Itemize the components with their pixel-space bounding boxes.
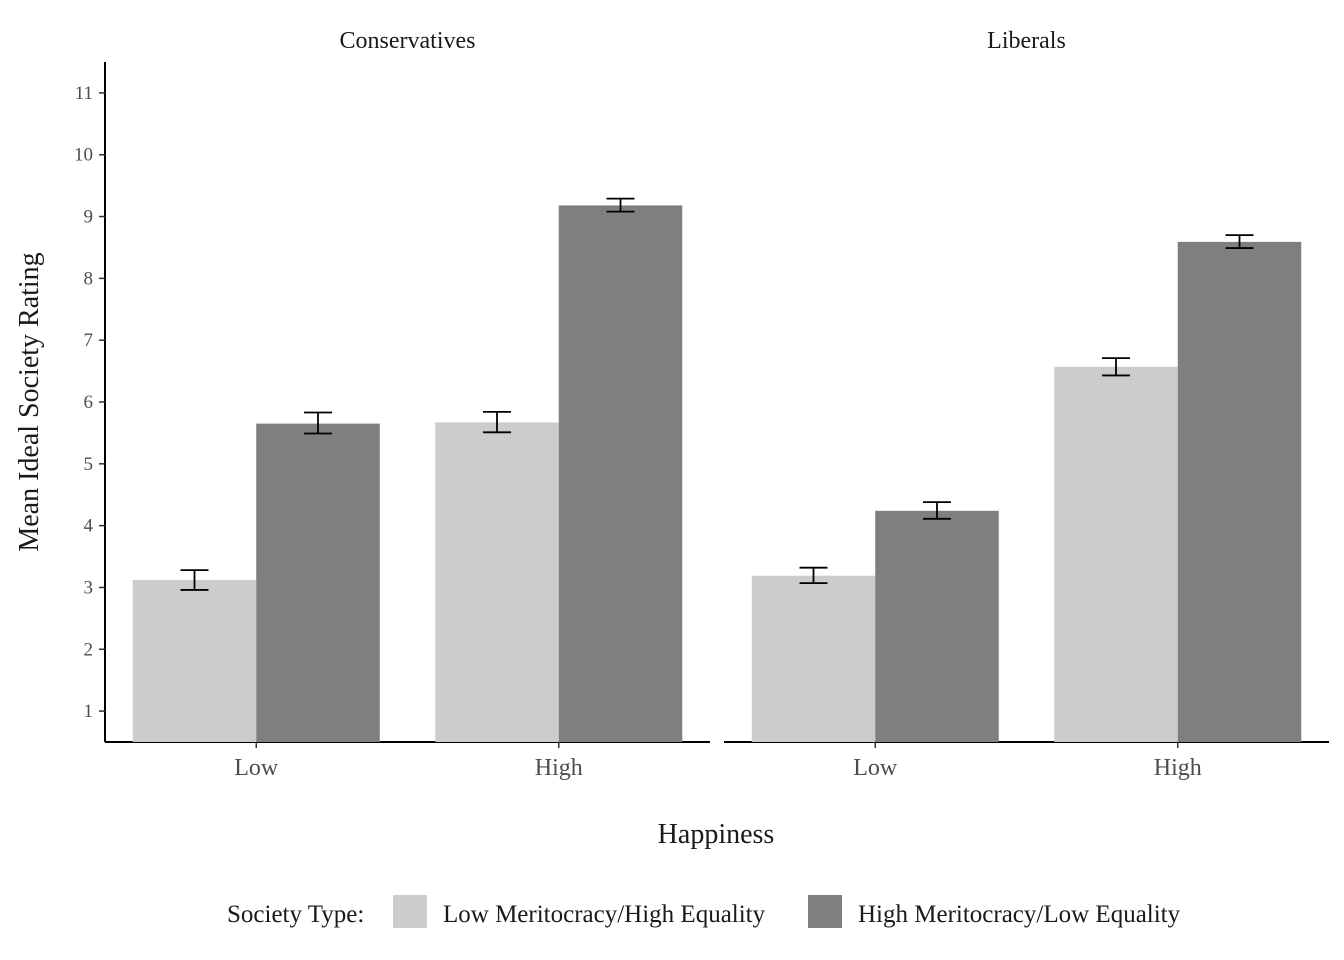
error-bar (180, 569, 209, 591)
x-tick-label: High (535, 755, 583, 781)
bar (751, 575, 876, 742)
x-axis-title: Happiness (658, 819, 775, 850)
y-tick-label: 10 (74, 145, 93, 166)
y-axis-title: Mean Ideal Society Rating (14, 252, 45, 551)
y-tick-label: 6 (84, 392, 94, 413)
error-bar (923, 501, 951, 520)
y-tick-label: 2 (84, 639, 94, 660)
y-tick-label: 3 (84, 577, 94, 598)
bar (558, 205, 683, 742)
legend-label-high-meritocracy: High Meritocracy/Low Equality (858, 901, 1181, 928)
x-tick-label: High (1154, 755, 1202, 781)
legend-swatch-low-meritocracy (393, 895, 427, 928)
error-bar (606, 197, 635, 213)
y-tick-label: 5 (84, 454, 94, 475)
bar (1177, 241, 1302, 742)
panel-liberals: Liberals Low High (724, 28, 1329, 781)
panel-title: Liberals (987, 28, 1066, 54)
legend-label-low-meritocracy: Low Meritocracy/High Equality (443, 901, 766, 928)
legend: Society Type: Low Meritocracy/High Equal… (227, 895, 1181, 928)
x-tick-label: Low (853, 755, 898, 781)
error-bar (483, 410, 511, 434)
y-tick-label: 8 (84, 268, 94, 289)
panel-conservatives: Conservatives 1 2 3 4 5 6 7 8 9 10 11 Low High (74, 28, 710, 781)
bar (132, 580, 257, 742)
error-bar (799, 566, 828, 585)
bar (256, 423, 380, 742)
bar (875, 510, 999, 742)
bar (1054, 366, 1178, 742)
x-tick-label: Low (234, 755, 279, 781)
y-tick-label: 7 (84, 330, 94, 351)
error-bar (1225, 234, 1254, 249)
y-tick-label: 9 (84, 207, 94, 228)
y-tick-label: 4 (84, 516, 94, 537)
error-bar (1102, 357, 1130, 377)
bar (435, 422, 559, 742)
panel-title: Conservatives (340, 28, 476, 54)
legend-swatch-high-meritocracy (808, 895, 842, 928)
error-bar (304, 411, 332, 435)
y-tick-label: 11 (75, 83, 93, 104)
y-tick-label: 1 (84, 701, 94, 722)
legend-title: Society Type: (227, 901, 364, 928)
